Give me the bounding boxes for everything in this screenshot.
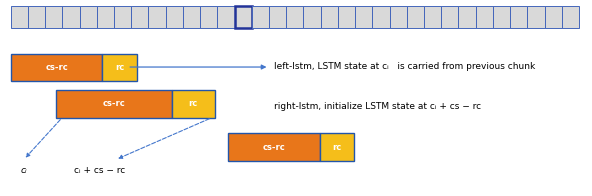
Bar: [269, 6, 286, 28]
Bar: [321, 6, 338, 28]
Bar: [545, 6, 562, 28]
Bar: [114, 6, 131, 28]
Bar: [28, 6, 45, 28]
Bar: [11, 6, 28, 28]
Bar: [79, 6, 96, 28]
Bar: [102, 54, 137, 81]
Bar: [304, 6, 321, 28]
Bar: [200, 6, 217, 28]
Bar: [149, 6, 166, 28]
Bar: [217, 6, 234, 28]
Text: rc: rc: [332, 142, 342, 152]
Bar: [407, 6, 424, 28]
Bar: [441, 6, 458, 28]
Bar: [56, 90, 172, 118]
Bar: [234, 6, 252, 28]
Text: rc: rc: [115, 63, 124, 72]
Text: cᵢ: cᵢ: [20, 166, 27, 175]
Bar: [320, 133, 354, 161]
Bar: [338, 6, 355, 28]
Bar: [562, 6, 579, 28]
Text: left-lstm, LSTM state at cᵢ   is carried from previous chunk: left-lstm, LSTM state at cᵢ is carried f…: [274, 62, 535, 71]
Bar: [96, 6, 114, 28]
Bar: [183, 6, 200, 28]
Bar: [11, 54, 102, 81]
Text: cs-rc: cs-rc: [45, 63, 68, 72]
Bar: [493, 6, 510, 28]
Bar: [131, 6, 149, 28]
Text: cs-rc: cs-rc: [262, 142, 285, 152]
Bar: [527, 6, 545, 28]
Bar: [286, 6, 304, 28]
Bar: [252, 6, 269, 28]
Bar: [166, 6, 183, 28]
Text: cᵢ + cs − rc: cᵢ + cs − rc: [74, 166, 125, 175]
Bar: [372, 6, 390, 28]
Bar: [172, 90, 215, 118]
Bar: [62, 6, 79, 28]
Text: rc: rc: [189, 99, 198, 108]
Bar: [355, 6, 372, 28]
Bar: [228, 133, 320, 161]
Bar: [458, 6, 475, 28]
Text: cs-rc: cs-rc: [102, 99, 126, 108]
Text: right-lstm, initialize LSTM state at cᵢ + cs − rc: right-lstm, initialize LSTM state at cᵢ …: [274, 102, 481, 111]
Bar: [390, 6, 407, 28]
Bar: [475, 6, 493, 28]
Bar: [424, 6, 441, 28]
Bar: [510, 6, 527, 28]
Bar: [45, 6, 62, 28]
